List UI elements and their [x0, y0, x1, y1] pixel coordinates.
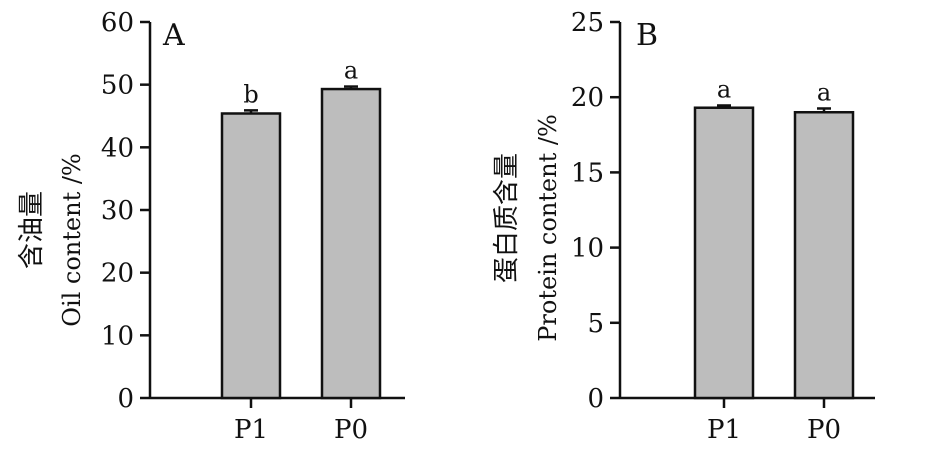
y-tick-label: 5 — [587, 309, 604, 339]
y-axis-label-cn: 蛋白质含量 — [492, 153, 522, 283]
x-category-label: P0 — [807, 415, 841, 445]
y-tick-label: 10 — [571, 234, 604, 264]
panel-label: B — [636, 18, 658, 53]
y-tick-label: 10 — [101, 321, 134, 351]
x-category-label: P1 — [707, 415, 741, 445]
significance-label: a — [344, 57, 358, 85]
y-tick-label: 40 — [101, 133, 134, 163]
panel-label: A — [162, 18, 185, 53]
bar-p1 — [220, 112, 282, 400]
panel-b: 0 5 10 15 20 25 a P1 a P0 B 蛋白质含量 Protein content /% — [492, 8, 875, 445]
bar-p0 — [793, 110, 855, 400]
y-tick-label: 0 — [117, 384, 134, 414]
y-tick-label: 25 — [571, 8, 604, 38]
x-category-label: P0 — [334, 415, 368, 445]
x-category-label: P1 — [234, 415, 268, 445]
y-axis-label-en: Oil content /% — [58, 153, 86, 326]
significance-label: b — [243, 80, 258, 108]
y-axis-label-cn: 含油量 — [17, 191, 47, 269]
significance-label: a — [717, 75, 731, 103]
y-tick-label: 20 — [571, 83, 604, 113]
y-axis-label-en: Protein content /% — [534, 114, 562, 342]
bar-p0 — [320, 87, 382, 400]
y-tick-label: 20 — [101, 259, 134, 289]
y-tick-label: 0 — [587, 384, 604, 414]
y-tick-label: 30 — [101, 196, 134, 226]
y-tick-label: 50 — [101, 71, 134, 101]
bar-p1 — [693, 106, 755, 400]
y-tick-label: 60 — [101, 8, 134, 38]
y-tick-label: 15 — [571, 158, 604, 188]
panel-a: 0 10 20 30 40 50 60 b P1 a P0 A 含油量 Oil content /% — [17, 8, 405, 445]
significance-label: a — [817, 78, 831, 106]
